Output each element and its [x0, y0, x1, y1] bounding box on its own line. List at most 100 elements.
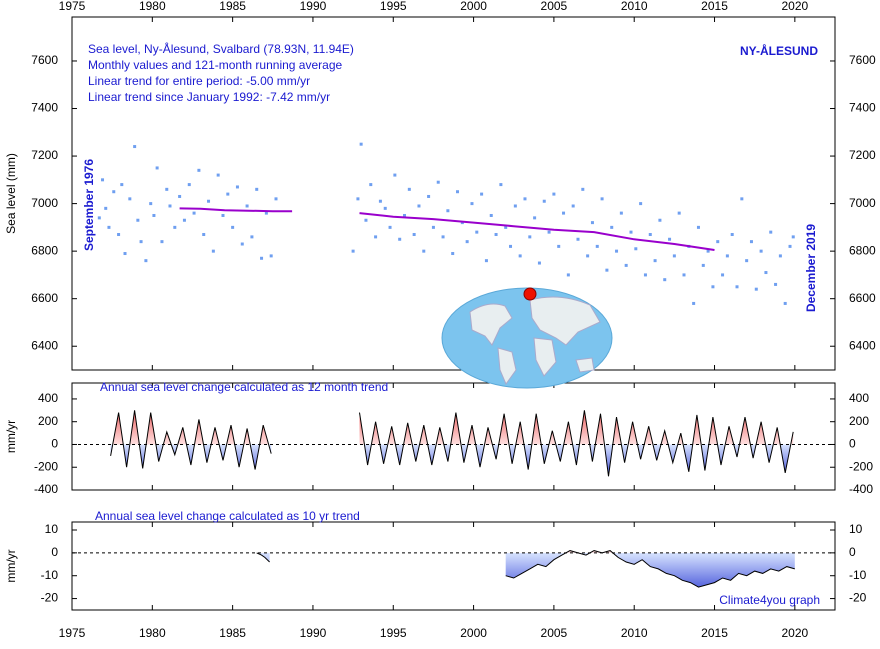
- data-point: [269, 254, 273, 258]
- info-line: Sea level, Ny-Ålesund, Svalbard (78.93N,…: [88, 41, 354, 56]
- x-tick-label: 1985: [219, 626, 246, 640]
- y-tick-label: 7600: [849, 53, 876, 67]
- data-point: [494, 233, 498, 237]
- y-tick-label: 7000: [31, 196, 58, 210]
- data-point: [537, 261, 541, 265]
- data-point: [788, 244, 792, 248]
- data-point: [653, 259, 657, 263]
- data-point: [197, 168, 201, 172]
- data-point: [417, 204, 421, 208]
- y-tick-label: -10: [41, 568, 59, 582]
- y-tick-label: 200: [849, 414, 869, 428]
- y-tick-label: 7400: [31, 101, 58, 115]
- y-tick-label: 7400: [849, 101, 876, 115]
- data-point: [668, 237, 672, 241]
- data-point: [740, 197, 744, 201]
- data-point: [504, 225, 508, 229]
- data-point: [133, 145, 137, 149]
- data-point: [207, 199, 211, 203]
- data-point: [648, 233, 652, 237]
- data-point: [484, 259, 488, 263]
- data-point: [590, 221, 594, 225]
- y-tick-label: -200: [849, 459, 873, 473]
- data-point: [456, 190, 460, 194]
- data-point: [152, 213, 156, 217]
- data-point: [774, 282, 778, 286]
- y-tick-label: 10: [45, 522, 59, 536]
- data-point: [388, 225, 392, 229]
- data-point: [489, 213, 493, 217]
- data-point: [117, 233, 121, 237]
- y-tick-label: 400: [849, 391, 869, 405]
- data-point: [735, 285, 739, 289]
- data-point: [369, 183, 373, 187]
- data-point: [97, 216, 101, 220]
- data-point: [431, 225, 435, 229]
- data-point: [211, 249, 215, 253]
- data-point: [120, 183, 124, 187]
- data-point: [356, 197, 360, 201]
- y-tick-label: -400: [849, 482, 873, 496]
- data-point: [749, 240, 753, 244]
- data-point: [123, 252, 127, 256]
- data-point: [764, 271, 768, 275]
- trend-line: [256, 550, 795, 588]
- data-point: [576, 237, 580, 241]
- data-point: [586, 254, 590, 258]
- data-point: [643, 273, 647, 277]
- data-point: [581, 187, 585, 191]
- plot-frame: [71, 521, 836, 611]
- y-tick-label: 7000: [849, 196, 876, 210]
- y-tick-label: 6400: [849, 338, 876, 352]
- data-point: [255, 187, 259, 191]
- station-name: NY-ÅLESUND: [740, 43, 818, 58]
- y-tick-label: 7200: [31, 148, 58, 162]
- trend-line: [110, 410, 794, 477]
- data-point: [791, 235, 795, 239]
- data-point: [274, 197, 278, 201]
- data-point: [221, 213, 225, 217]
- y-tick-label: 10: [849, 522, 863, 536]
- y-axis-label: mm/yr: [4, 549, 18, 582]
- y-tick-label: 6400: [31, 338, 58, 352]
- x-tick-label: 1975: [59, 626, 86, 640]
- data-point: [629, 230, 633, 234]
- data-point: [730, 233, 734, 237]
- data-point: [107, 225, 111, 229]
- data-point: [465, 240, 469, 244]
- data-point: [165, 187, 169, 191]
- data-point: [721, 273, 725, 277]
- data-point: [351, 249, 355, 253]
- data-point: [393, 173, 397, 177]
- x-tick-label: 2020: [781, 0, 808, 13]
- data-point: [663, 278, 667, 282]
- data-point: [499, 183, 503, 187]
- data-point: [600, 197, 604, 201]
- x-tick-label: 1995: [380, 0, 407, 13]
- data-point: [696, 225, 700, 229]
- data-point: [422, 249, 426, 253]
- data-point: [136, 218, 140, 222]
- plot-frame: [71, 16, 836, 371]
- data-point: [672, 254, 676, 258]
- data-point: [403, 213, 407, 217]
- x-tick-label: 2010: [621, 0, 648, 13]
- data-point: [139, 240, 143, 244]
- data-point: [441, 235, 445, 239]
- data-point: [101, 178, 105, 182]
- data-point: [533, 216, 537, 220]
- y-axis-label: Sea level (mm): [4, 153, 18, 234]
- x-tick-label: 1995: [380, 626, 407, 640]
- negative-area: [256, 552, 795, 588]
- data-point: [475, 230, 479, 234]
- x-tick-label: 1975: [59, 0, 86, 13]
- data-point: [610, 225, 614, 229]
- y-tick-label: 0: [51, 545, 58, 559]
- data-point: [701, 263, 705, 267]
- x-tick-label: 1985: [219, 0, 246, 13]
- end-label: December 2019: [804, 224, 818, 312]
- y-tick-label: 0: [51, 437, 58, 451]
- data-point: [518, 254, 522, 258]
- data-point: [250, 235, 254, 239]
- data-point: [769, 230, 773, 234]
